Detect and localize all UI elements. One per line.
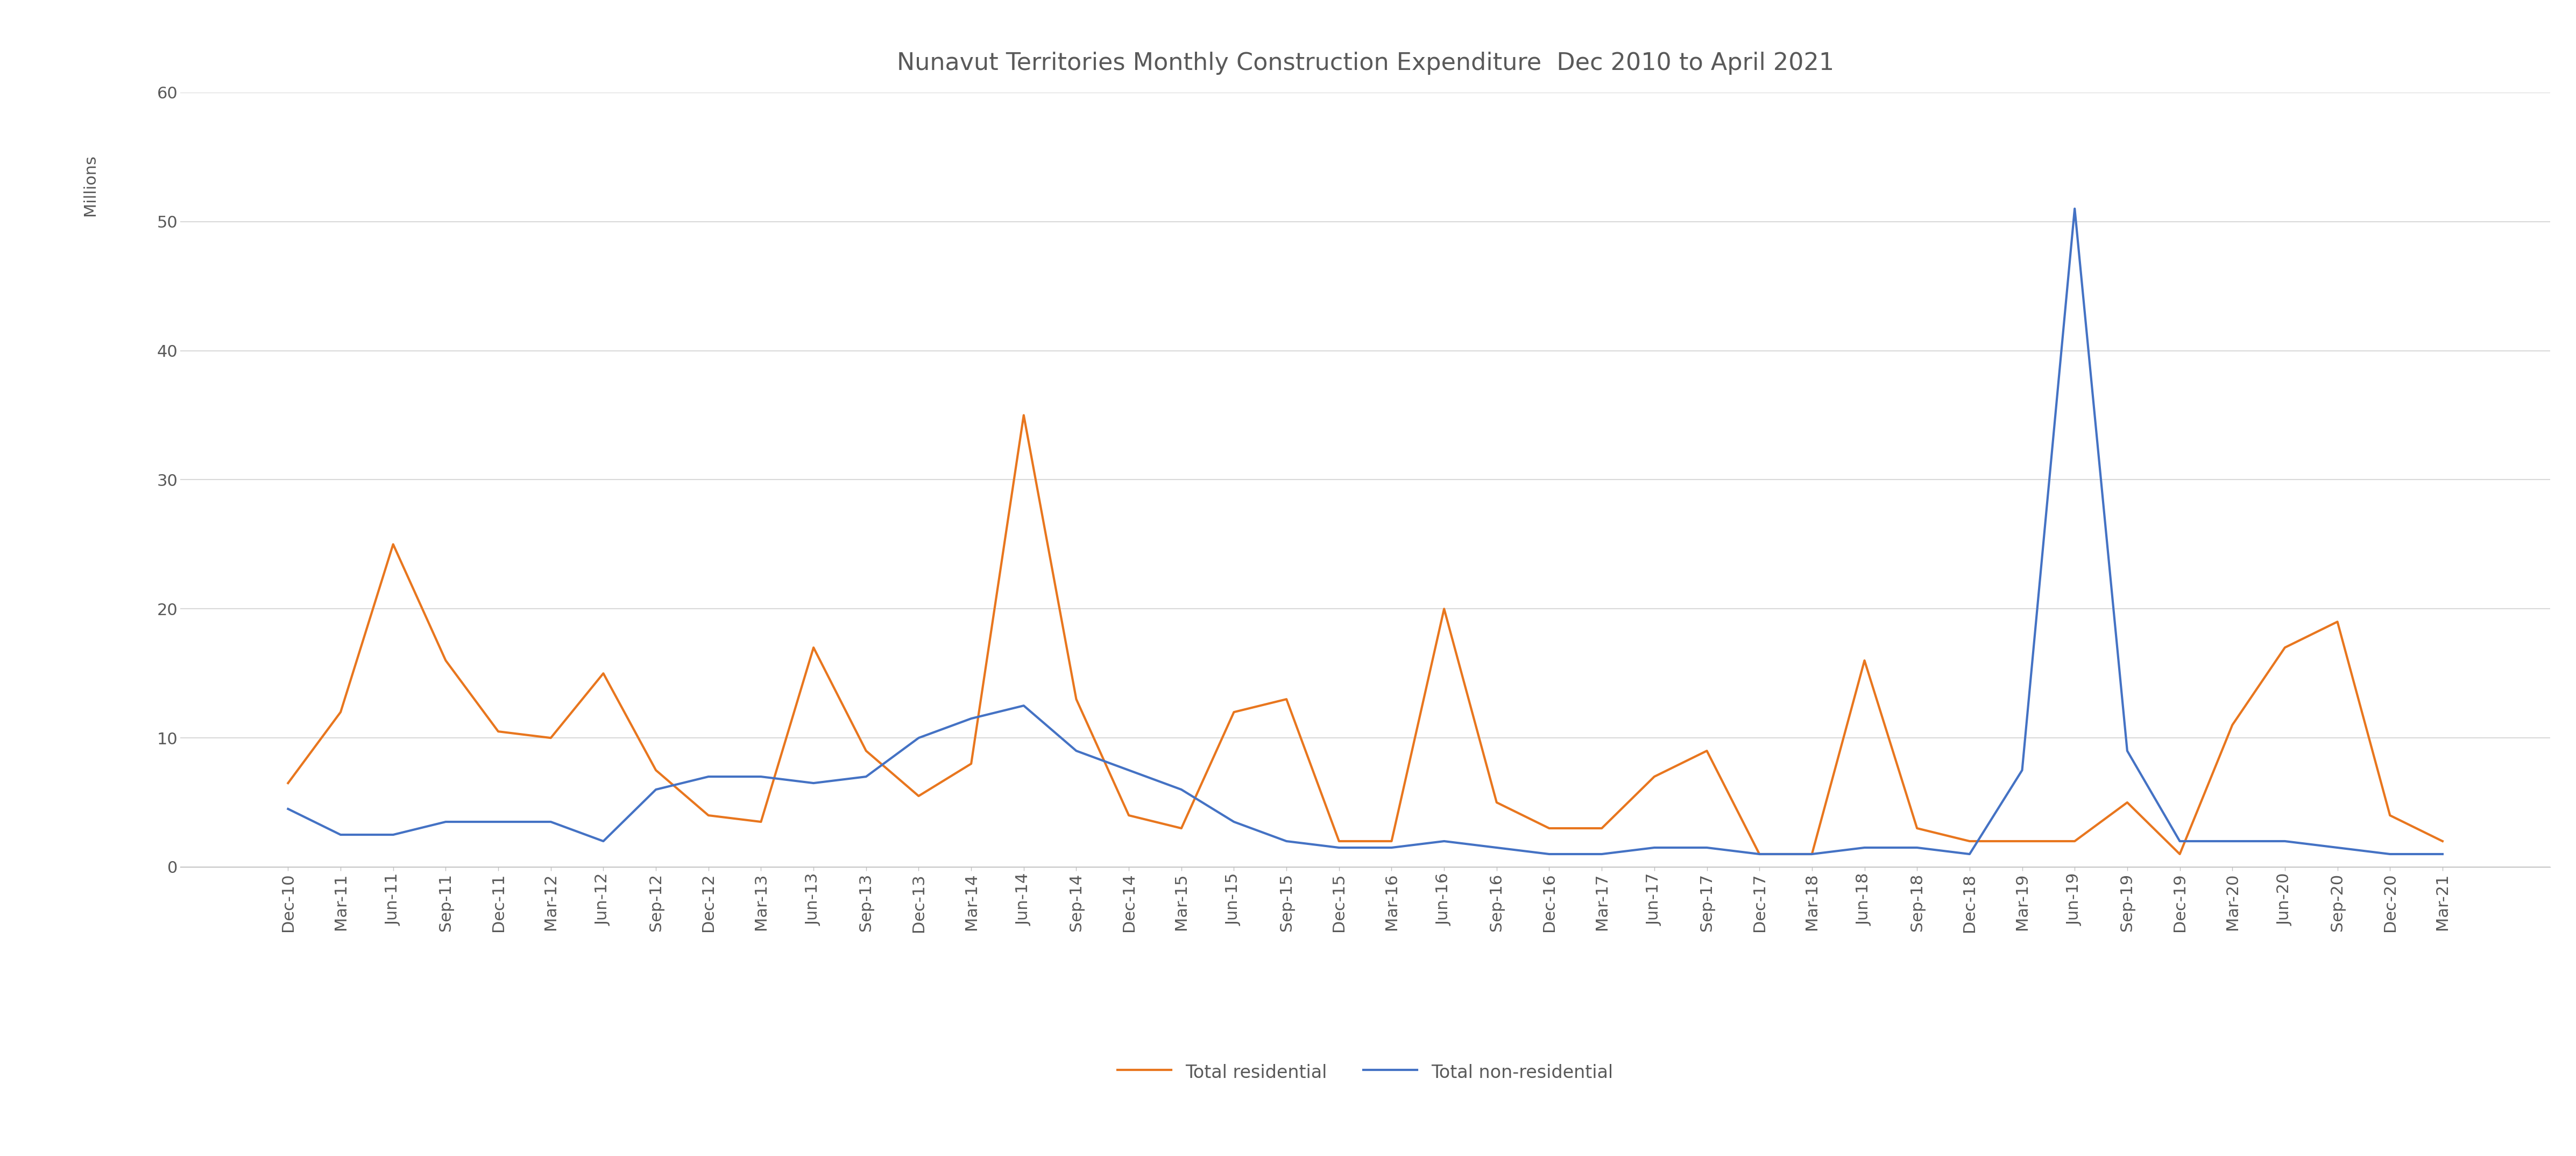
Total residential <box>536 731 567 744</box>
Total residential <box>1744 847 1775 861</box>
Total residential <box>799 640 829 654</box>
Total residential <box>1376 835 1406 849</box>
Total non-residential <box>904 731 935 744</box>
Total non-residential <box>2375 847 2406 861</box>
Total non-residential <box>1430 835 1461 849</box>
Total residential <box>1007 408 1038 422</box>
Total non-residential <box>956 712 987 726</box>
Total non-residential <box>1744 847 1775 861</box>
Total residential <box>1638 770 1669 784</box>
Total residential <box>2218 718 2249 732</box>
Total residential <box>1795 847 1826 861</box>
Total non-residential <box>2007 763 2038 777</box>
Total non-residential <box>1167 783 1198 796</box>
Total non-residential <box>587 835 618 849</box>
Total non-residential <box>430 815 461 829</box>
Total non-residential <box>1638 840 1669 854</box>
Total non-residential <box>273 802 304 816</box>
Total residential <box>1218 705 1249 719</box>
Total residential <box>693 808 724 822</box>
Total non-residential <box>2269 835 2300 849</box>
Total non-residential <box>1901 840 1932 854</box>
Total non-residential <box>2321 840 2352 854</box>
Total non-residential <box>641 783 672 796</box>
Line: Total non-residential: Total non-residential <box>289 208 2442 854</box>
Total non-residential <box>2218 835 2249 849</box>
Total residential <box>1901 821 1932 835</box>
Total non-residential <box>1795 847 1826 861</box>
Total non-residential <box>482 815 513 829</box>
Total residential <box>1270 692 1301 706</box>
Total residential <box>2112 795 2143 809</box>
Total residential <box>850 744 881 758</box>
Total non-residential <box>1692 840 1723 854</box>
Total non-residential <box>1376 840 1406 854</box>
Total non-residential <box>1061 744 1092 758</box>
Total non-residential <box>1218 815 1249 829</box>
Total non-residential <box>325 828 355 842</box>
Total non-residential <box>1324 840 1355 854</box>
Total non-residential <box>693 770 724 784</box>
Total non-residential <box>1007 698 1038 712</box>
Total non-residential <box>2058 201 2089 215</box>
Total residential <box>904 790 935 803</box>
Total non-residential <box>1533 847 1564 861</box>
Total non-residential <box>1481 840 1512 854</box>
Total non-residential <box>2112 744 2143 758</box>
Total residential <box>1692 744 1723 758</box>
Total residential <box>1533 821 1564 835</box>
Total residential <box>641 763 672 777</box>
Total non-residential <box>1113 763 1144 777</box>
Total residential <box>1167 821 1198 835</box>
Total residential <box>2321 615 2352 629</box>
Total non-residential <box>379 828 410 842</box>
Total residential <box>2427 835 2458 849</box>
Title: Nunavut Territories Monthly Construction Expenditure  Dec 2010 to April 2021: Nunavut Territories Monthly Construction… <box>896 52 1834 75</box>
Total non-residential <box>799 776 829 790</box>
Total residential <box>1955 835 1986 849</box>
Total residential <box>273 776 304 790</box>
Total residential <box>2269 640 2300 654</box>
Total non-residential <box>1955 847 1986 861</box>
Total residential <box>1481 795 1512 809</box>
Total non-residential <box>744 770 775 784</box>
Total residential <box>2058 835 2089 849</box>
Total residential <box>325 705 355 719</box>
Total residential <box>2375 808 2406 822</box>
Total non-residential <box>2164 835 2195 849</box>
Total non-residential <box>1850 840 1880 854</box>
Text: Millions: Millions <box>82 155 98 216</box>
Total non-residential <box>1587 847 1618 861</box>
Total residential <box>1430 602 1461 616</box>
Total residential <box>1587 821 1618 835</box>
Total residential <box>1113 808 1144 822</box>
Legend: Total residential, Total non-residential: Total residential, Total non-residential <box>1110 1054 1620 1090</box>
Total residential <box>1850 653 1880 667</box>
Total residential <box>430 653 461 667</box>
Total residential <box>2007 835 2038 849</box>
Total residential <box>744 815 775 829</box>
Total residential <box>1061 692 1092 706</box>
Total residential <box>587 666 618 680</box>
Total residential <box>2164 847 2195 861</box>
Total residential <box>482 725 513 739</box>
Line: Total residential: Total residential <box>289 415 2442 854</box>
Total residential <box>956 757 987 771</box>
Total non-residential <box>850 770 881 784</box>
Total non-residential <box>536 815 567 829</box>
Total non-residential <box>2427 847 2458 861</box>
Total non-residential <box>1270 835 1301 849</box>
Total residential <box>379 538 410 551</box>
Total residential <box>1324 835 1355 849</box>
